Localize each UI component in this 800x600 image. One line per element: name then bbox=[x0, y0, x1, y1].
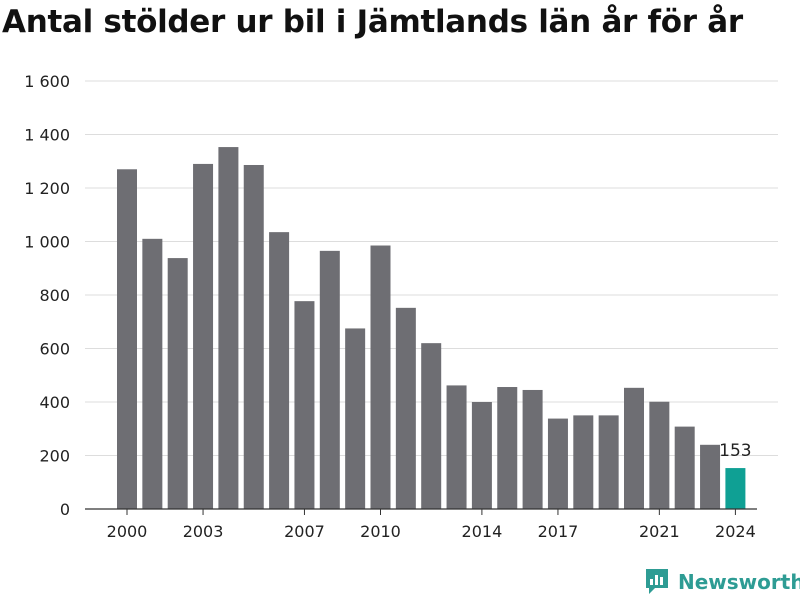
bar-2001 bbox=[142, 238, 163, 509]
bar-2020 bbox=[624, 387, 644, 509]
newsworthy-brand: Newsworthy bbox=[644, 568, 800, 596]
y-tick-label: 0 bbox=[60, 500, 70, 519]
bar-2023 bbox=[700, 444, 721, 509]
bar-2002 bbox=[167, 258, 188, 509]
newsworthy-logo-icon bbox=[646, 569, 668, 594]
x-tick-label: 2017 bbox=[538, 522, 579, 541]
y-tick-label: 1 600 bbox=[24, 72, 70, 91]
x-tick-label: 2007 bbox=[284, 522, 325, 541]
bar-2003 bbox=[193, 163, 214, 510]
y-tick-label: 600 bbox=[39, 340, 70, 359]
y-tick-label: 1 200 bbox=[24, 179, 70, 198]
bar-2014 bbox=[471, 402, 492, 509]
bar-2016 bbox=[522, 389, 543, 509]
bar-2009 bbox=[345, 328, 366, 509]
x-tick-label: 2010 bbox=[360, 522, 401, 541]
bar-2010 bbox=[370, 245, 391, 509]
y-axis-ticks: 0 200 400 600 800 1 000 1 200 1 400 1 600 bbox=[24, 72, 70, 519]
data-labels: 153 bbox=[719, 441, 751, 461]
bar-2007 bbox=[294, 301, 315, 509]
bar-2008 bbox=[319, 250, 340, 510]
y-tick-label: 800 bbox=[39, 286, 70, 305]
x-tick-label: 2014 bbox=[462, 522, 503, 541]
bar-2004 bbox=[218, 147, 239, 509]
bars bbox=[117, 147, 746, 510]
bar-2005 bbox=[243, 164, 264, 509]
x-tick-label: 2024 bbox=[715, 522, 756, 541]
y-tick-label: 1 400 bbox=[24, 126, 70, 145]
chart-title: Antal stölder ur bil i Jämtlands län år … bbox=[2, 4, 743, 40]
bar-2019 bbox=[598, 415, 619, 509]
bar-2006 bbox=[269, 232, 290, 509]
bar-2024 bbox=[725, 468, 746, 509]
bar-2015 bbox=[497, 387, 518, 509]
y-tick-label: 1 000 bbox=[24, 233, 70, 252]
x-tick-label: 2021 bbox=[639, 522, 680, 541]
bar-2000 bbox=[117, 169, 137, 509]
bar-2017 bbox=[547, 418, 568, 509]
bar-2018 bbox=[573, 415, 594, 509]
data-label-2024: 153 bbox=[719, 441, 751, 461]
x-axis: 2000 2003 2007 2010 2014 2017 2021 2024 bbox=[85, 508, 757, 541]
bar-2013 bbox=[446, 385, 467, 509]
y-tick-label: 200 bbox=[39, 447, 70, 466]
x-tick-label: 2003 bbox=[183, 522, 224, 541]
x-tick-label: 2000 bbox=[107, 522, 148, 541]
y-tick-label: 400 bbox=[39, 393, 70, 412]
bar-2021 bbox=[649, 401, 670, 509]
bar-2012 bbox=[421, 343, 442, 509]
bar-2022 bbox=[674, 426, 695, 509]
bar-2011 bbox=[395, 307, 416, 509]
brand-name: Newsworthy bbox=[678, 570, 800, 594]
